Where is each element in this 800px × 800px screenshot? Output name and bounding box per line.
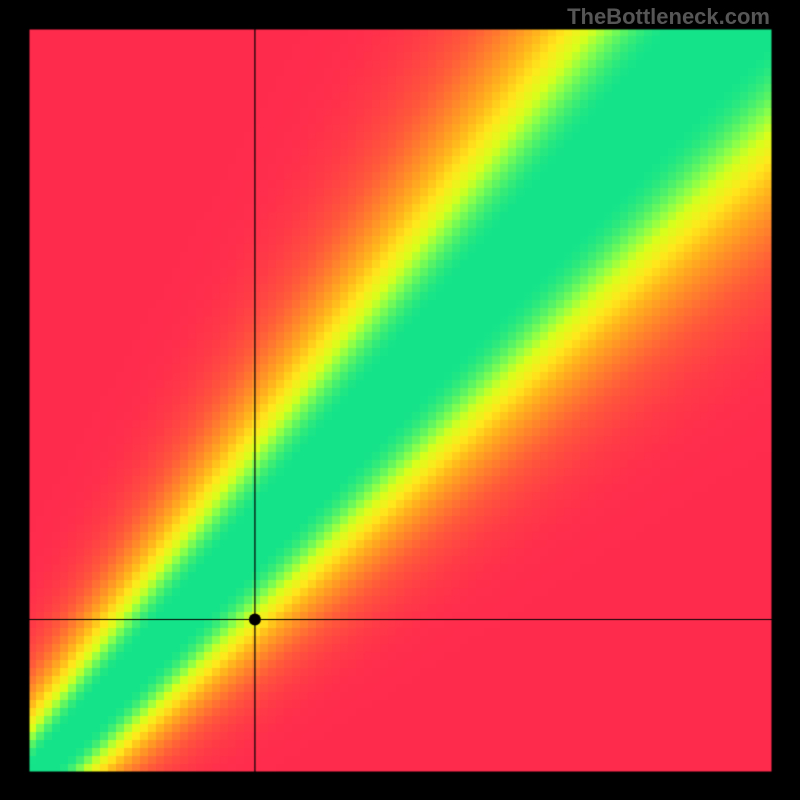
chart-container: TheBottleneck.com xyxy=(0,0,800,800)
watermark-label: TheBottleneck.com xyxy=(567,4,770,30)
bottleneck-heatmap xyxy=(0,0,800,800)
